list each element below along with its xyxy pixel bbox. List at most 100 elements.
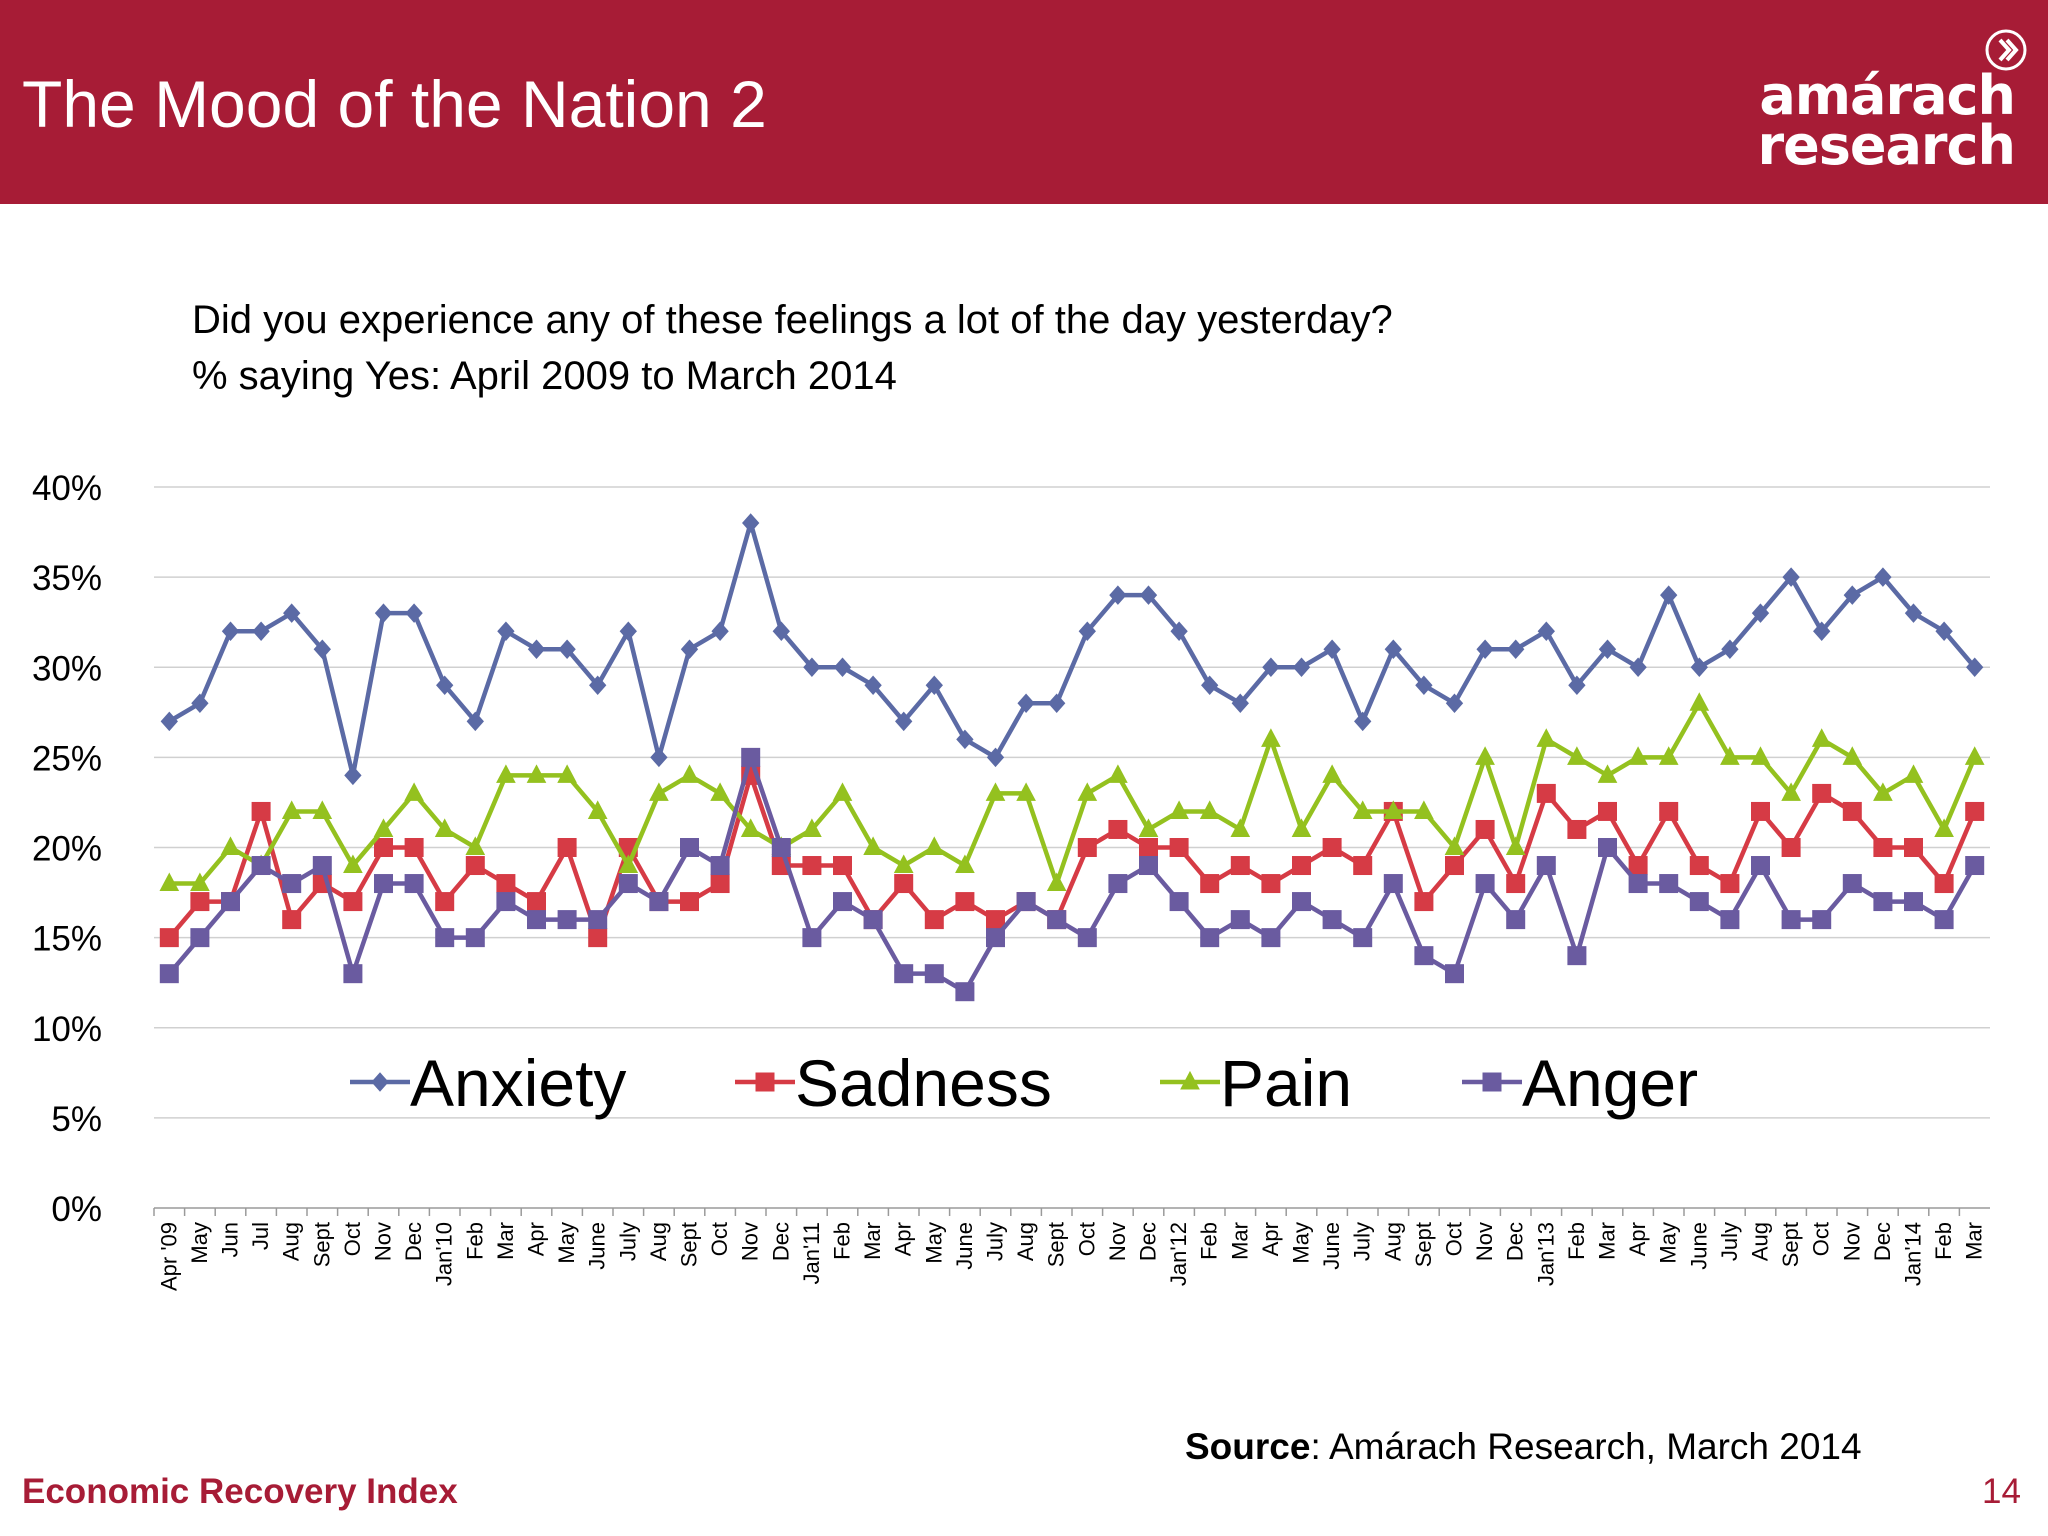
x-tick-label: May <box>1656 1222 1681 1264</box>
data-point-sadness <box>343 892 363 912</box>
data-point-anxiety <box>1813 621 1831 641</box>
data-point-anxiety <box>619 621 637 641</box>
data-point-pain <box>1108 764 1128 783</box>
data-point-anger <box>1598 838 1617 857</box>
data-point-sadness <box>1475 819 1495 839</box>
x-tick-label: Aug <box>1380 1222 1405 1261</box>
data-point-pain <box>557 764 577 783</box>
data-point-pain <box>1261 728 1281 747</box>
series-lines <box>159 513 1985 1002</box>
data-point-anger <box>1292 892 1311 912</box>
data-point-anxiety <box>589 675 607 696</box>
data-point-anger <box>1353 928 1373 948</box>
data-point-anger <box>1720 910 1740 930</box>
data-point-sadness <box>1506 874 1526 894</box>
data-point-pain <box>1903 764 1924 783</box>
x-tick-label: Nov <box>1105 1222 1130 1261</box>
legend-marker-anxiety <box>371 1072 389 1092</box>
data-point-sadness <box>1965 801 1985 821</box>
data-point-sadness <box>1292 856 1311 876</box>
data-point-pain <box>312 800 333 819</box>
data-point-anxiety <box>283 603 301 623</box>
data-point-anxiety <box>466 711 484 732</box>
data-point-anger <box>1139 856 1158 876</box>
data-point-anxiety <box>1292 657 1311 678</box>
data-point-sadness <box>924 910 944 930</box>
x-tick-label: Mar <box>860 1222 885 1260</box>
data-point-anger <box>282 874 302 894</box>
data-point-pain <box>1414 800 1434 819</box>
x-tick-label: Aug <box>1748 1222 1773 1261</box>
data-point-anxiety <box>1966 657 1984 678</box>
data-point-anger <box>894 964 914 984</box>
data-point-pain <box>1597 764 1618 783</box>
data-point-anxiety <box>1660 585 1678 605</box>
amarach-logo: amárach research <box>1755 22 2035 177</box>
data-point-sadness <box>1720 874 1740 894</box>
data-point-pain <box>1750 746 1771 765</box>
x-tick-label: Feb <box>1564 1222 1589 1260</box>
data-point-sadness <box>1659 801 1679 821</box>
x-tick-label: June <box>1319 1222 1344 1270</box>
data-point-anxiety <box>1170 621 1188 641</box>
y-tick-label: 15% <box>32 920 102 959</box>
data-point-pain <box>465 836 486 855</box>
data-point-anxiety <box>436 675 454 696</box>
data-point-sadness <box>251 801 271 821</box>
data-point-sadness <box>1445 856 1464 876</box>
data-point-pain <box>587 800 608 819</box>
data-point-pain <box>1934 818 1954 837</box>
data-point-pain <box>1138 818 1159 837</box>
data-point-anxiety <box>527 639 546 659</box>
x-tick-label: Oct <box>1809 1222 1834 1256</box>
data-point-sadness <box>1414 892 1434 912</box>
x-tick-label: Aug <box>646 1222 671 1261</box>
data-point-sadness <box>802 856 822 876</box>
x-tick-label: Sept <box>309 1222 334 1267</box>
data-point-pain <box>434 818 455 837</box>
data-point-pain <box>496 764 516 783</box>
data-point-anxiety <box>1384 639 1402 659</box>
x-tick-label: Jul <box>248 1222 273 1250</box>
line-chart: 0%5%10%15%20%25%30%35%40% Apr '09 May Jun J… <box>32 469 1990 1291</box>
x-tick-label: Oct <box>340 1222 365 1256</box>
data-point-pain <box>1781 782 1801 801</box>
data-point-pain <box>1873 782 1893 801</box>
data-point-sadness <box>374 838 393 857</box>
legend-item-pain: Pain <box>1160 1046 1352 1120</box>
data-point-sadness <box>680 892 699 912</box>
data-point-anxiety <box>1078 621 1096 641</box>
data-point-anxiety <box>344 765 362 786</box>
data-point-anger <box>374 874 393 894</box>
data-point-anger <box>1781 910 1801 930</box>
x-tick-label: May <box>187 1222 212 1264</box>
data-point-anxiety <box>313 639 331 659</box>
data-point-anxiety <box>191 693 209 714</box>
source-text: : Amárach Research, March 2014 <box>1310 1426 1862 1467</box>
data-point-anger <box>833 892 852 912</box>
x-tick-label: Sept <box>1778 1222 1803 1267</box>
x-tick-label: Jan'13 <box>1533 1222 1558 1286</box>
data-point-anger <box>1812 910 1832 930</box>
data-point-anger <box>863 910 883 930</box>
data-point-sadness <box>557 838 577 857</box>
data-point-anxiety <box>1843 585 1861 605</box>
data-point-pain <box>893 854 914 874</box>
data-point-pain <box>985 782 1006 801</box>
data-point-sadness <box>1689 856 1709 876</box>
data-point-pain <box>832 782 853 801</box>
data-point-sadness <box>1077 838 1097 857</box>
data-point-pain <box>526 764 547 783</box>
data-point-anger <box>1108 874 1128 894</box>
data-point-anxiety <box>742 513 760 533</box>
x-tick-label: Nov <box>371 1222 396 1261</box>
data-point-anger <box>190 928 210 948</box>
x-tick-label: July <box>615 1222 640 1261</box>
data-point-anxiety <box>650 747 668 768</box>
data-point-pain <box>281 800 302 819</box>
y-tick-label: 25% <box>32 739 102 778</box>
legend-label-anxiety: Anxiety <box>410 1046 626 1120</box>
legend: Anxiety Sadness Pain Anger <box>350 1046 1698 1120</box>
x-tick-label: Apr <box>524 1222 549 1256</box>
data-point-anxiety <box>956 729 974 750</box>
